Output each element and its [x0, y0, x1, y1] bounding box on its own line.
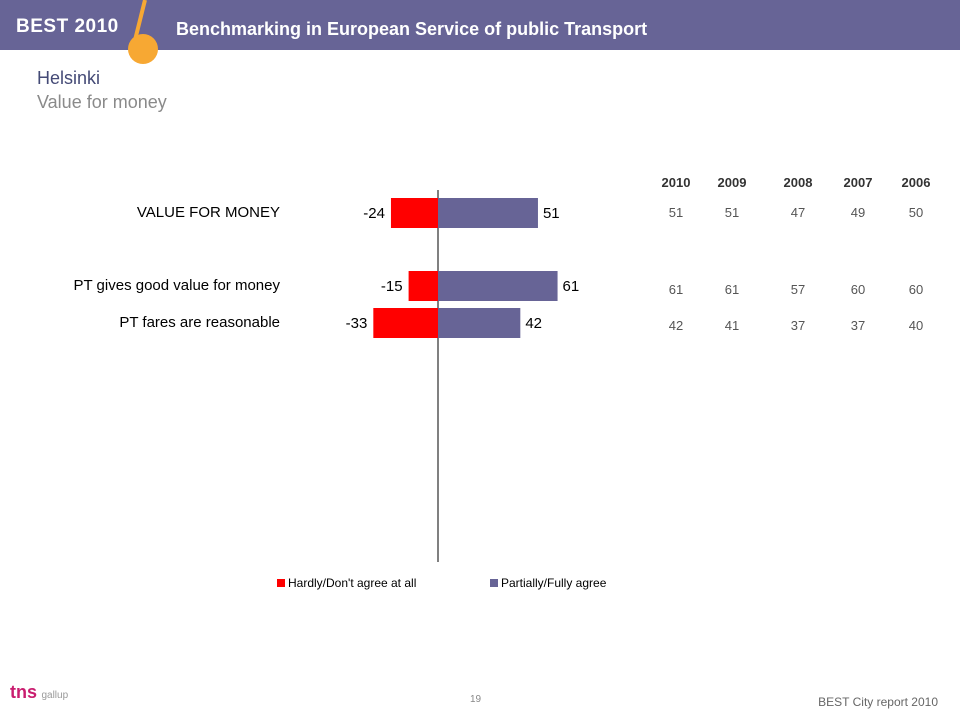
legend-item-disagree: Hardly/Don't agree at all	[277, 576, 416, 590]
legend-item-agree: Partially/Fully agree	[490, 576, 606, 590]
logo-gallup-text: gallup	[41, 690, 69, 701]
category-label-0: VALUE FOR MONEY	[136, 204, 280, 221]
legend-swatch-agree	[490, 579, 498, 587]
history-value-1-1: 61	[724, 282, 740, 297]
bar-agree-2	[438, 308, 521, 338]
history-value-2-1: 41	[724, 318, 740, 333]
history-value-0-4: 50	[908, 205, 924, 220]
report-name: BEST City report 2010	[818, 695, 938, 709]
data-label-agree-1: 61	[563, 278, 580, 295]
data-label-disagree-1: -15	[381, 278, 403, 295]
year-header-2006: 2006	[901, 175, 931, 190]
page-number: 19	[470, 694, 482, 705]
banner-title: Benchmarking in European Service of publ…	[176, 19, 648, 39]
data-label-disagree-0: -24	[363, 205, 385, 222]
legend-swatch-disagree	[277, 579, 285, 587]
legend-label-disagree: Hardly/Don't agree at all	[288, 576, 417, 590]
year-header-2007: 2007	[843, 175, 873, 190]
year-header-2009: 2009	[717, 175, 747, 190]
bar-agree-0	[438, 198, 538, 228]
bar-disagree-0	[390, 198, 438, 228]
history-value-0-0: 51	[668, 205, 684, 220]
bar-agree-1	[438, 271, 558, 301]
logo-tns-text: tns	[10, 682, 37, 702]
brand-title: BEST 2010	[16, 16, 119, 37]
category-label-2: PT fares are reasonable	[119, 314, 280, 331]
page-title: Helsinki	[37, 68, 101, 88]
history-value-2-2: 37	[790, 318, 806, 333]
tns-gallup-logo: tns gallup	[10, 682, 68, 703]
history-value-1-4: 60	[908, 282, 924, 297]
bar-disagree-2	[373, 308, 438, 338]
history-value-0-2: 47	[790, 205, 806, 220]
header-banner: BEST 2010 Benchmarking in European Servi…	[0, 0, 960, 64]
decorative-dot	[128, 34, 158, 64]
category-label-1: PT gives good value for money	[73, 277, 280, 294]
history-value-2-4: 40	[908, 318, 924, 333]
history-value-0-3: 49	[850, 205, 866, 220]
data-label-agree-0: 51	[543, 205, 560, 222]
data-label-agree-2: 42	[525, 315, 542, 332]
bar-disagree-1	[408, 271, 438, 301]
history-value-1-2: 57	[790, 282, 806, 297]
history-value-2-3: 37	[850, 318, 866, 333]
data-label-disagree-2: -33	[346, 315, 368, 332]
history-value-1-3: 60	[850, 282, 866, 297]
legend-label-agree: Partially/Fully agree	[501, 576, 607, 590]
year-header-2008: 2008	[783, 175, 813, 190]
year-header-2010: 2010	[661, 175, 691, 190]
history-value-0-1: 51	[724, 205, 740, 220]
page-subtitle: Value for money	[37, 92, 167, 112]
history-value-1-0: 61	[668, 282, 684, 297]
history-value-2-0: 42	[668, 318, 684, 333]
